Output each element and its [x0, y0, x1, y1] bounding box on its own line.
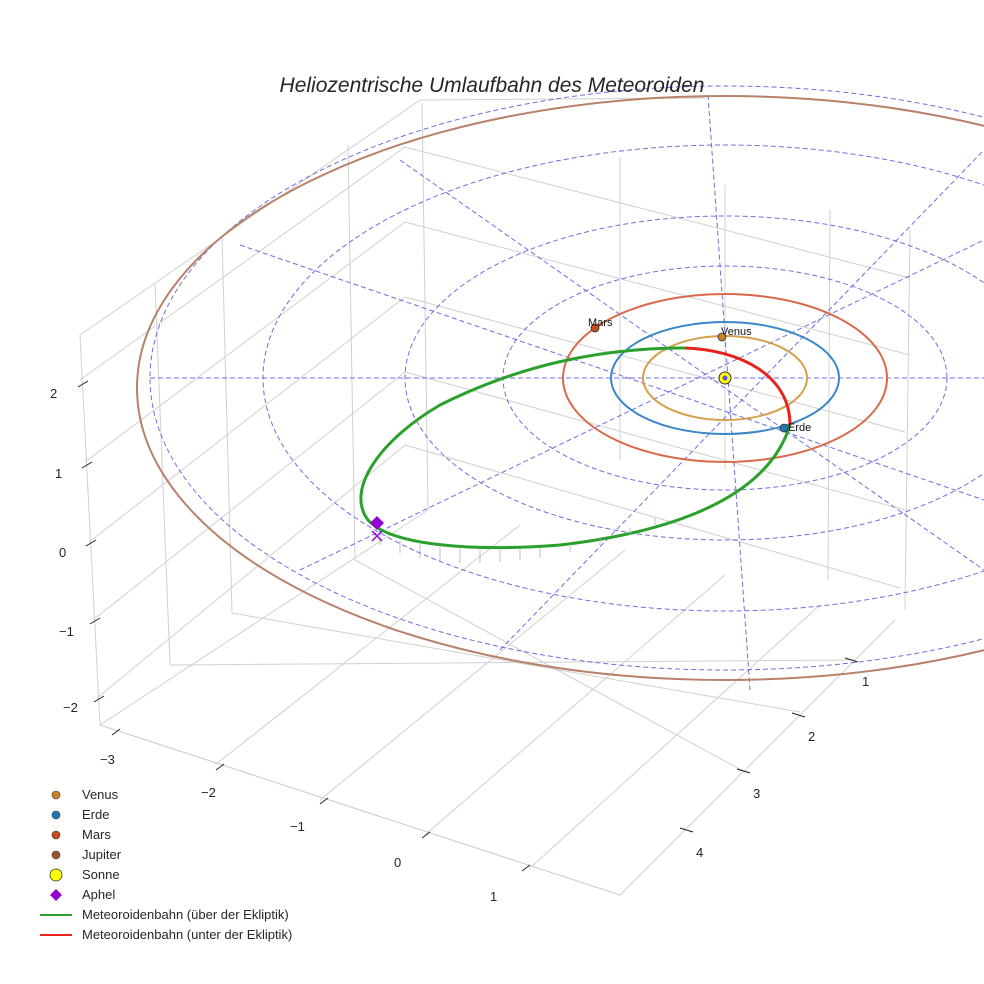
- meteoroid-orbit-above: [359, 346, 792, 550]
- jupiter-orbit: [136, 95, 984, 681]
- venus-marker: [717, 332, 727, 342]
- tick-marks: [77, 380, 859, 872]
- x-tick-label: 1: [490, 889, 498, 904]
- erde-orbit: [610, 321, 840, 435]
- mars-label: Mars: [588, 317, 613, 329]
- drop-lines: [379, 518, 656, 563]
- z-tick-label: −2: [63, 700, 78, 715]
- y-tick-label: 3: [753, 786, 761, 801]
- chart-title: Heliozentrische Umlaufbahn des Meteoroid…: [279, 74, 705, 97]
- venus-marker-icon: [51, 790, 61, 800]
- pane-grid: [79, 97, 911, 896]
- y-tick-label: 2: [808, 729, 816, 744]
- z-tick-label: 0: [59, 545, 67, 560]
- erde-marker-icon: [51, 810, 61, 820]
- mars-marker: [590, 323, 600, 333]
- y-tick-label: 1: [862, 674, 870, 689]
- x-tick-label: −1: [290, 819, 305, 834]
- ecliptic-rings: [149, 85, 984, 691]
- aphel-diamond-icon: [50, 889, 62, 901]
- z-tick-label: 1: [55, 466, 63, 481]
- aphel-marker: [370, 516, 384, 530]
- mars-marker-icon: [51, 830, 61, 840]
- erde-label: Erde: [788, 422, 811, 434]
- z-tick-label: −1: [59, 624, 74, 639]
- meteoroid-orbit: [359, 346, 792, 550]
- x-tick-label: 0: [394, 855, 402, 870]
- x-tick-label: −2: [201, 785, 216, 800]
- red-line-icon: [40, 934, 72, 936]
- aphel-projection-x: [371, 530, 383, 542]
- venus-label: Venus: [721, 326, 752, 338]
- x-tick-label: −3: [100, 752, 115, 767]
- green-line-icon: [40, 914, 72, 916]
- jupiter-marker-icon: [51, 850, 61, 860]
- erde-marker: [779, 423, 789, 433]
- z-tick-label: 2: [50, 386, 58, 401]
- mars-orbit: [562, 293, 888, 463]
- sonne-marker-icon: [49, 868, 63, 882]
- meteoroid-orbit-below: [684, 346, 792, 426]
- y-tick-label: 4: [696, 845, 704, 860]
- planet-orbits: [136, 95, 984, 681]
